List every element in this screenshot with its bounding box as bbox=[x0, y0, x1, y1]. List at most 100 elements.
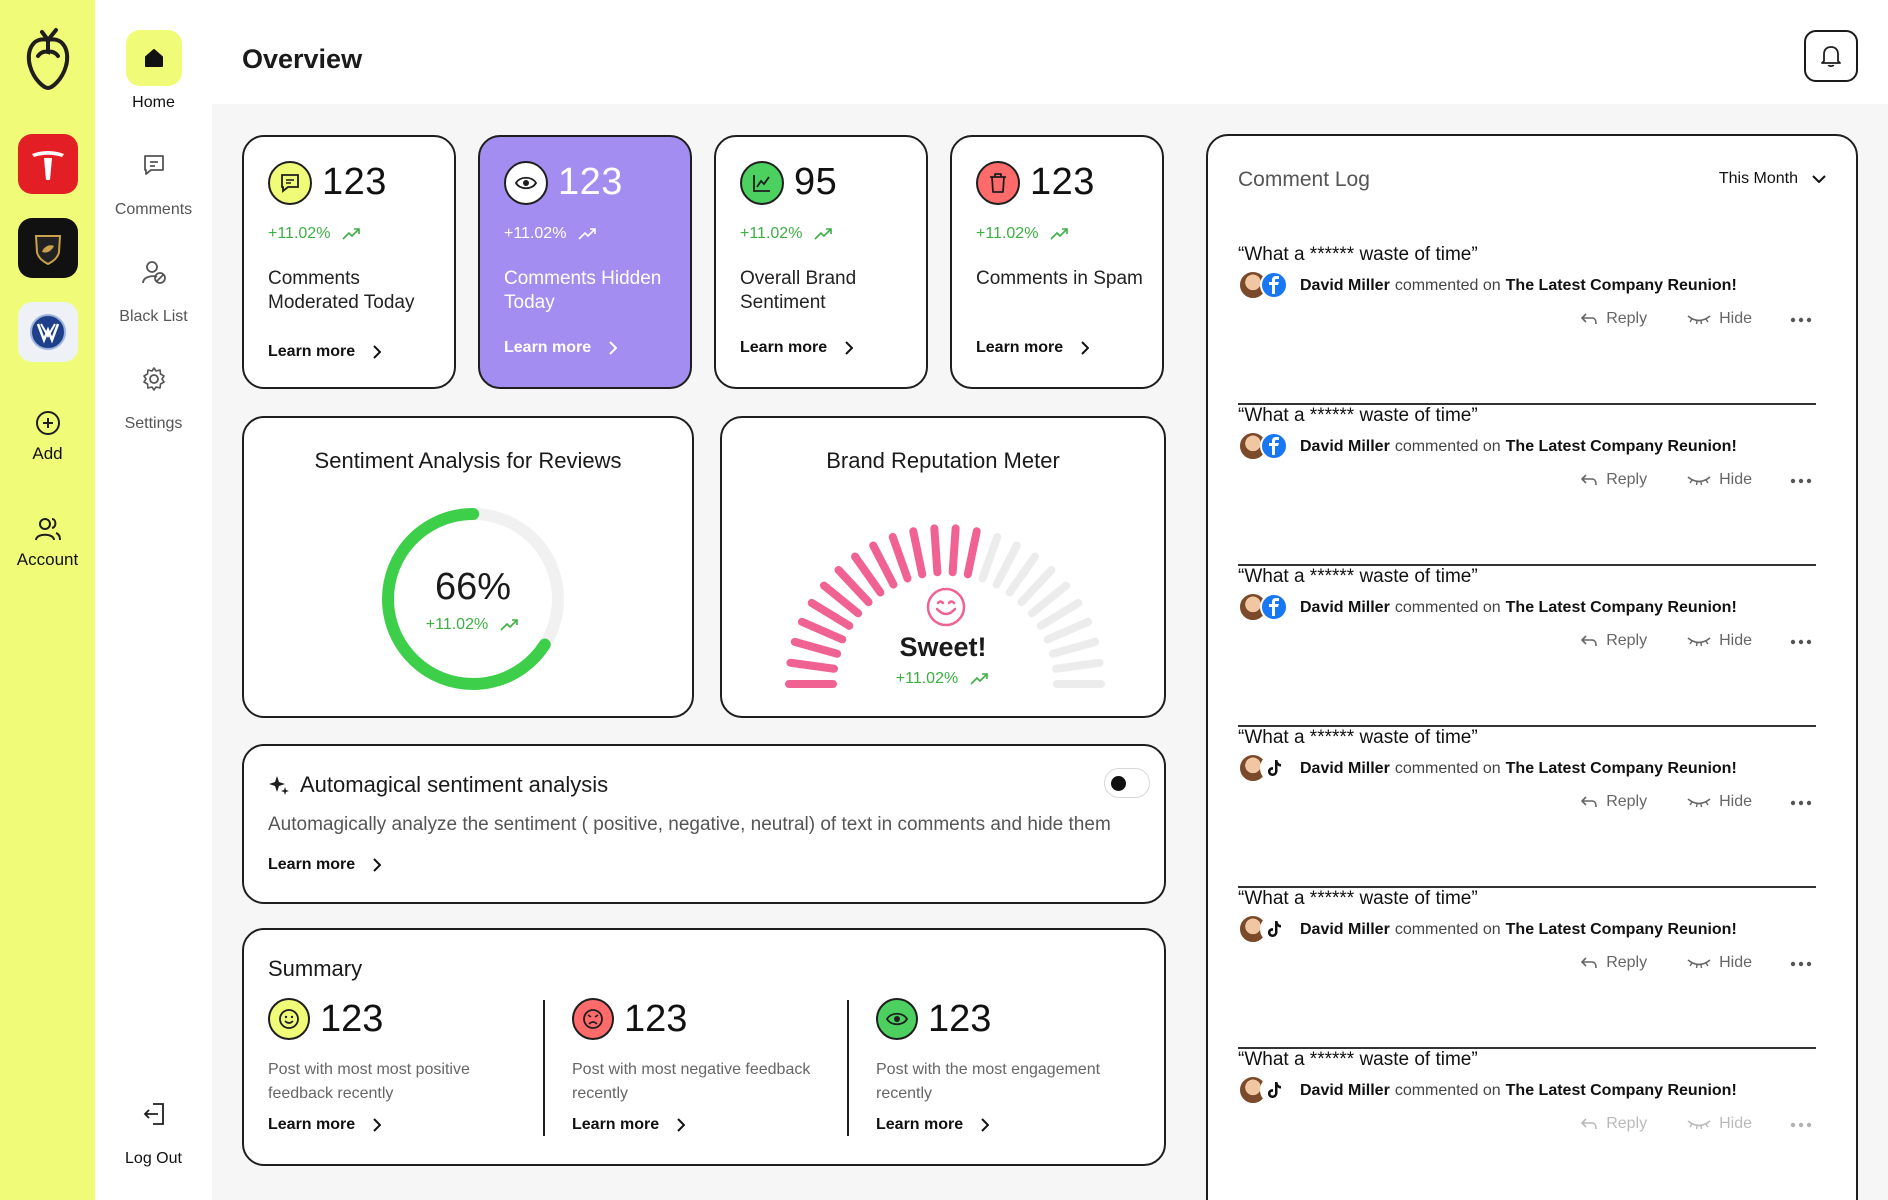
eye-closed-icon bbox=[1687, 798, 1711, 808]
comment-author[interactable]: David Miller bbox=[1300, 277, 1390, 294]
learn-more-link[interactable]: Learn more bbox=[504, 339, 618, 357]
content-area: 123 +11.02% Comments Moderated Today Lea… bbox=[212, 104, 1888, 1200]
summary-value: 123 bbox=[624, 998, 688, 1040]
gauge-tick bbox=[790, 637, 842, 658]
reply-button[interactable]: Reply bbox=[1580, 471, 1647, 489]
reply-icon bbox=[1581, 635, 1597, 647]
account-button[interactable]: Account bbox=[0, 516, 95, 570]
comment-target[interactable]: The Latest Company Reunion! bbox=[1505, 1082, 1737, 1099]
logout-icon bbox=[143, 1103, 164, 1125]
comment-target[interactable]: The Latest Company Reunion! bbox=[1505, 760, 1737, 777]
comment-verb: commented on bbox=[1394, 760, 1501, 777]
comment-target[interactable]: The Latest Company Reunion! bbox=[1505, 277, 1737, 294]
tesla-brand-button[interactable] bbox=[18, 134, 78, 194]
comment-actions: Reply Hide bbox=[1540, 310, 1816, 328]
trend-up-icon bbox=[500, 619, 519, 631]
more-options-icon[interactable] bbox=[1790, 632, 1812, 650]
hide-button[interactable]: Hide bbox=[1687, 793, 1752, 811]
divider bbox=[847, 1000, 849, 1136]
nav-blacklist-label: Black List bbox=[119, 308, 188, 325]
summary-panel: Summary 123 Post with most most positive… bbox=[242, 928, 1166, 1166]
nav-settings[interactable]: Settings bbox=[95, 351, 212, 433]
bell-icon bbox=[1821, 46, 1841, 68]
hide-button[interactable]: Hide bbox=[1687, 471, 1752, 489]
learn-more-link[interactable]: Learn more bbox=[268, 343, 382, 361]
learn-more-link[interactable]: Learn more bbox=[976, 339, 1090, 357]
learn-more-link[interactable]: Learn more bbox=[740, 339, 854, 357]
learn-more-link[interactable]: Learn more bbox=[876, 1116, 990, 1134]
account-label: Account bbox=[16, 550, 79, 569]
gauge-tick bbox=[1043, 617, 1093, 644]
comment-verb: commented on bbox=[1394, 921, 1501, 938]
sentiment-donut-chart bbox=[382, 508, 564, 690]
nav-comments[interactable]: Comments bbox=[95, 137, 212, 219]
more-options-icon[interactable] bbox=[1790, 793, 1812, 811]
gauge-tick bbox=[1005, 552, 1039, 597]
comment-author[interactable]: David Miller bbox=[1300, 599, 1390, 616]
comment-author[interactable]: David Miller bbox=[1300, 760, 1390, 777]
more-options-icon[interactable] bbox=[1790, 1115, 1812, 1133]
sentiment-percent: 66% bbox=[434, 566, 512, 608]
trend-up-icon bbox=[970, 673, 989, 685]
stat-value: 123 bbox=[322, 161, 387, 203]
learn-more-link[interactable]: Learn more bbox=[572, 1116, 686, 1134]
more-options-icon[interactable] bbox=[1790, 310, 1812, 328]
comment-meta: David Miller commented on The Latest Compa… bbox=[1238, 592, 1737, 624]
sparkle-icon bbox=[269, 776, 289, 795]
chevron-down-icon bbox=[1812, 175, 1826, 183]
comment-verb: commented on bbox=[1394, 1082, 1501, 1099]
facebook-icon bbox=[1260, 271, 1288, 299]
reply-button[interactable]: Reply bbox=[1580, 632, 1647, 650]
sentiment-panel-title: Sentiment Analysis for Reviews bbox=[314, 448, 622, 473]
hide-button[interactable]: Hide bbox=[1687, 1115, 1752, 1133]
hide-button[interactable]: Hide bbox=[1687, 954, 1752, 972]
gauge-tick bbox=[1017, 565, 1056, 607]
comment-target[interactable]: The Latest Company Reunion! bbox=[1505, 921, 1737, 938]
nav-blacklist[interactable]: Black List bbox=[95, 244, 212, 326]
gauge-tick bbox=[797, 617, 847, 644]
nav-settings-label: Settings bbox=[124, 415, 183, 432]
user-block-icon bbox=[141, 261, 166, 284]
reply-button[interactable]: Reply bbox=[1580, 793, 1647, 811]
comment-author[interactable]: David Miller bbox=[1300, 438, 1390, 455]
plus-circle-icon bbox=[35, 411, 60, 435]
nav-home-label: Home bbox=[132, 94, 175, 111]
range-dropdown[interactable]: This Month bbox=[1719, 170, 1826, 188]
gauge-tick bbox=[992, 541, 1021, 589]
comment-target[interactable]: The Latest Company Reunion! bbox=[1505, 599, 1737, 616]
chevron-right-icon bbox=[373, 345, 382, 359]
reply-button[interactable]: Reply bbox=[1580, 1115, 1647, 1133]
learn-more-link[interactable]: Learn more bbox=[268, 1116, 382, 1134]
lamborghini-brand-button[interactable] bbox=[18, 218, 78, 278]
trend-up-icon bbox=[814, 228, 833, 240]
notifications-button[interactable] bbox=[1804, 30, 1858, 82]
learn-more-link[interactable]: Learn more bbox=[268, 856, 382, 874]
comment-author[interactable]: David Miller bbox=[1300, 1082, 1390, 1099]
tiktok-icon bbox=[1260, 1076, 1288, 1104]
hide-button[interactable]: Hide bbox=[1687, 632, 1752, 650]
gauge-tick bbox=[1027, 581, 1071, 618]
comment-quote: “What a ****** waste of time” bbox=[1238, 566, 1478, 587]
more-options-icon[interactable] bbox=[1790, 471, 1812, 489]
nav-home[interactable]: Home bbox=[95, 30, 212, 112]
volkswagen-brand-button[interactable] bbox=[18, 302, 78, 362]
gauge-tick bbox=[1051, 658, 1104, 673]
divider bbox=[543, 1000, 545, 1136]
hide-button[interactable]: Hide bbox=[1687, 310, 1752, 328]
comment-quote: “What a ****** waste of time” bbox=[1238, 727, 1478, 748]
more-options-icon[interactable] bbox=[1790, 954, 1812, 972]
gauge-tick bbox=[963, 527, 981, 579]
comment-author[interactable]: David Miller bbox=[1300, 921, 1390, 938]
automagical-toggle[interactable] bbox=[1104, 768, 1150, 798]
add-button[interactable]: Add bbox=[0, 410, 95, 464]
comment-meta: David Miller commented on The Latest Compa… bbox=[1238, 914, 1737, 946]
reply-button[interactable]: Reply bbox=[1580, 954, 1647, 972]
happy-face-icon bbox=[268, 998, 310, 1040]
comment-actions: Reply Hide bbox=[1540, 471, 1816, 489]
nav-logout[interactable]: Log Out bbox=[95, 1086, 212, 1168]
comment-quote: “What a ****** waste of time” bbox=[1238, 1049, 1478, 1070]
facebook-icon bbox=[1260, 432, 1288, 460]
comment-target[interactable]: The Latest Company Reunion! bbox=[1505, 438, 1737, 455]
reply-button[interactable]: Reply bbox=[1580, 310, 1647, 328]
strawberry-logo-icon[interactable] bbox=[20, 26, 76, 94]
